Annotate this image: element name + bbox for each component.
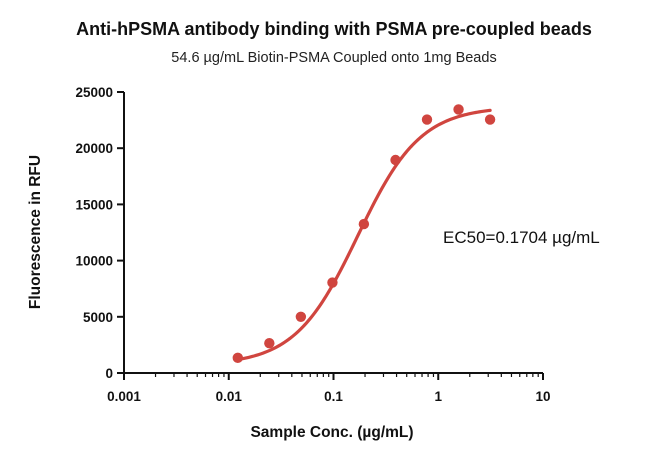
x-tick-label: 0.1: [324, 389, 343, 404]
data-point: [264, 338, 275, 349]
x-tick-label: 0.001: [107, 389, 141, 404]
y-tick-label: 20000: [75, 141, 113, 156]
data-point: [484, 114, 496, 125]
data-point: [390, 154, 401, 166]
y-tick-label: 25000: [75, 85, 113, 100]
data-points: [232, 104, 496, 364]
x-axis-label: Sample Conc. (µg/mL): [250, 424, 413, 441]
data-point: [453, 104, 464, 115]
y-tick-label: 5000: [83, 310, 113, 325]
y-tick-label: 15000: [75, 197, 113, 212]
x-tick-label: 0.01: [216, 389, 243, 404]
y-tick-label: 10000: [75, 254, 113, 269]
x-tick-label: 10: [535, 389, 550, 404]
data-point: [421, 114, 433, 125]
y-axis-ticks: 0 5000 10000 15000 20000 25000: [75, 85, 124, 381]
chart-title: Anti-hPSMA antibody binding with PSMA pr…: [76, 19, 592, 39]
data-point: [232, 352, 243, 364]
data-point: [327, 277, 338, 288]
y-tick-label: 0: [105, 366, 113, 381]
ec50-annotation: EC50=0.1704 µg/mL: [443, 228, 600, 247]
x-axis-ticks: 0.001 0.01 0.1 1 10: [107, 373, 551, 404]
x-tick-label: 1: [434, 389, 442, 404]
y-axis-label: Fluorescence in RFU: [27, 155, 44, 309]
data-point: [358, 218, 370, 230]
data-point: [295, 311, 307, 322]
chart-subtitle: 54.6 µg/mL Biotin-PSMA Coupled onto 1mg …: [171, 50, 496, 66]
